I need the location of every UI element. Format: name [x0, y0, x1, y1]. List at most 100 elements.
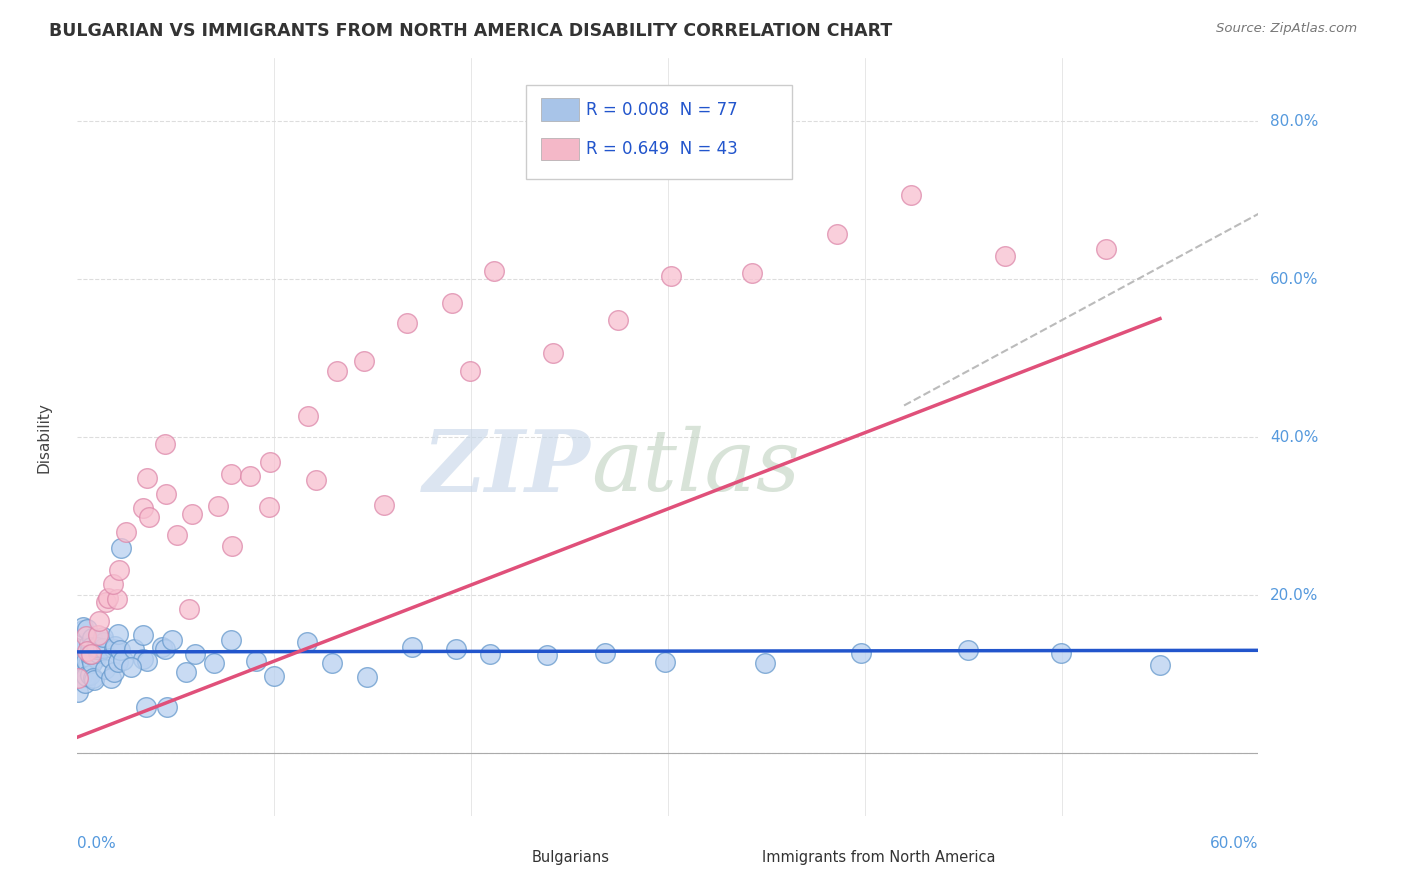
Point	[79, 641, 101, 656]
Point	[176, 665, 198, 679]
Point	[1149, 657, 1171, 672]
Point	[219, 633, 242, 648]
Point	[356, 670, 378, 684]
Point	[482, 263, 505, 277]
Text: 80.0%: 80.0%	[1270, 113, 1319, 128]
Point	[108, 563, 131, 577]
Point	[100, 671, 122, 685]
Point	[138, 509, 160, 524]
Point	[91, 630, 114, 644]
Point	[536, 648, 558, 663]
Point	[373, 499, 395, 513]
Point	[80, 652, 103, 666]
Point	[80, 631, 103, 645]
Text: 60.0%: 60.0%	[1211, 836, 1258, 851]
Point	[851, 646, 873, 660]
Text: 40.0%: 40.0%	[1270, 430, 1319, 444]
Point	[67, 684, 90, 698]
Point	[73, 636, 96, 650]
Point	[80, 656, 103, 670]
Point	[900, 187, 922, 202]
Point	[135, 655, 157, 669]
Point	[93, 635, 115, 649]
Point	[202, 656, 225, 670]
Point	[89, 640, 111, 655]
Point	[107, 655, 129, 669]
Text: Bulgarians: Bulgarians	[531, 850, 610, 865]
Point	[75, 668, 97, 682]
Text: atlas: atlas	[591, 426, 800, 508]
Point	[263, 668, 285, 682]
Point	[80, 647, 103, 661]
Point	[77, 657, 100, 671]
Text: Source: ZipAtlas.com: Source: ZipAtlas.com	[1216, 22, 1357, 36]
Point	[86, 641, 108, 656]
Point	[994, 249, 1017, 263]
FancyBboxPatch shape	[541, 98, 579, 121]
Point	[87, 627, 110, 641]
Point	[105, 592, 128, 607]
Point	[87, 615, 110, 629]
Point	[86, 640, 108, 655]
Text: ZIP: ZIP	[423, 425, 591, 509]
Point	[72, 669, 94, 683]
Point	[75, 654, 97, 668]
Point	[593, 646, 616, 660]
Point	[132, 628, 155, 642]
Point	[108, 643, 131, 657]
Point	[80, 640, 103, 654]
Point	[441, 296, 464, 310]
Point	[181, 507, 204, 521]
Point	[96, 595, 118, 609]
Text: R = 0.008  N = 77: R = 0.008 N = 77	[586, 101, 738, 119]
Text: 20.0%: 20.0%	[1270, 588, 1319, 602]
Point	[82, 672, 104, 686]
Point	[245, 654, 267, 668]
Point	[84, 640, 107, 654]
Point	[219, 467, 242, 482]
Point	[446, 642, 468, 657]
Point	[67, 642, 90, 657]
Point	[67, 672, 90, 686]
Point	[98, 651, 121, 665]
Point	[825, 227, 848, 241]
Point	[257, 500, 280, 514]
Point	[73, 676, 96, 690]
Point	[155, 486, 177, 500]
Point	[297, 634, 319, 648]
Point	[114, 524, 136, 539]
Text: R = 0.649  N = 43: R = 0.649 N = 43	[586, 140, 738, 158]
Point	[396, 316, 419, 330]
Point	[153, 437, 176, 451]
Point	[135, 471, 157, 485]
FancyBboxPatch shape	[495, 847, 527, 869]
Point	[135, 700, 157, 714]
Point	[221, 539, 243, 553]
Point	[120, 660, 142, 674]
Point	[259, 455, 281, 469]
Point	[166, 528, 188, 542]
Point	[103, 665, 125, 680]
Point	[87, 646, 110, 660]
Point	[77, 637, 100, 651]
Point	[654, 655, 676, 669]
Point	[478, 647, 501, 661]
Point	[79, 647, 101, 661]
Point	[1094, 242, 1116, 256]
Point	[79, 667, 101, 681]
Point	[956, 643, 979, 657]
Point	[179, 602, 201, 616]
Point	[153, 642, 176, 657]
Point	[353, 353, 375, 368]
Point	[754, 656, 776, 670]
Point	[91, 641, 114, 656]
Point	[131, 500, 153, 515]
Point	[184, 647, 207, 661]
Point	[458, 364, 481, 378]
Point	[150, 640, 173, 654]
FancyBboxPatch shape	[541, 137, 579, 161]
Text: 0.0%: 0.0%	[77, 836, 117, 851]
Point	[72, 623, 94, 637]
Point	[72, 636, 94, 650]
Point	[101, 576, 124, 591]
